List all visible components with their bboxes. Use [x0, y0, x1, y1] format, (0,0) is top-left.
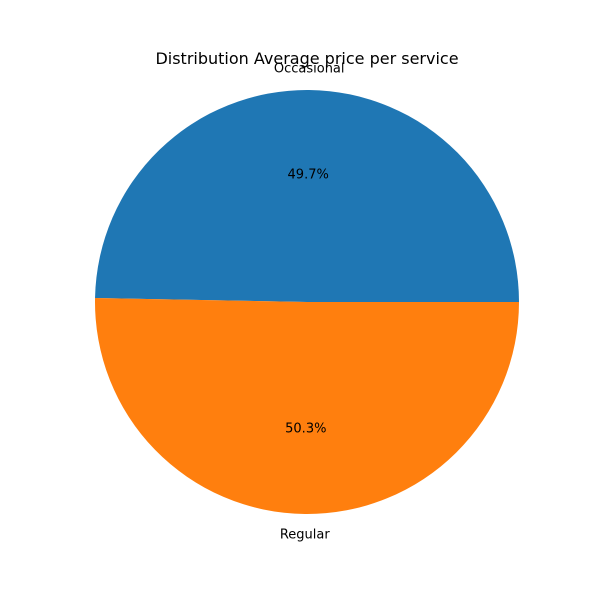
slice-percent-occasional: 49.7%: [288, 167, 329, 182]
pie-labels: Occasional 49.7% Regular 50.3%: [274, 61, 345, 542]
slice-label-occasional: Occasional: [274, 61, 345, 76]
pie-slices: [95, 89, 519, 514]
pie-slice-occasional: [95, 89, 519, 302]
slice-label-regular: Regular: [280, 528, 331, 543]
chart-title: Distribution Average price per service: [155, 49, 458, 68]
pie-slice-regular: [95, 298, 519, 514]
slice-percent-regular: 50.3%: [285, 422, 326, 437]
